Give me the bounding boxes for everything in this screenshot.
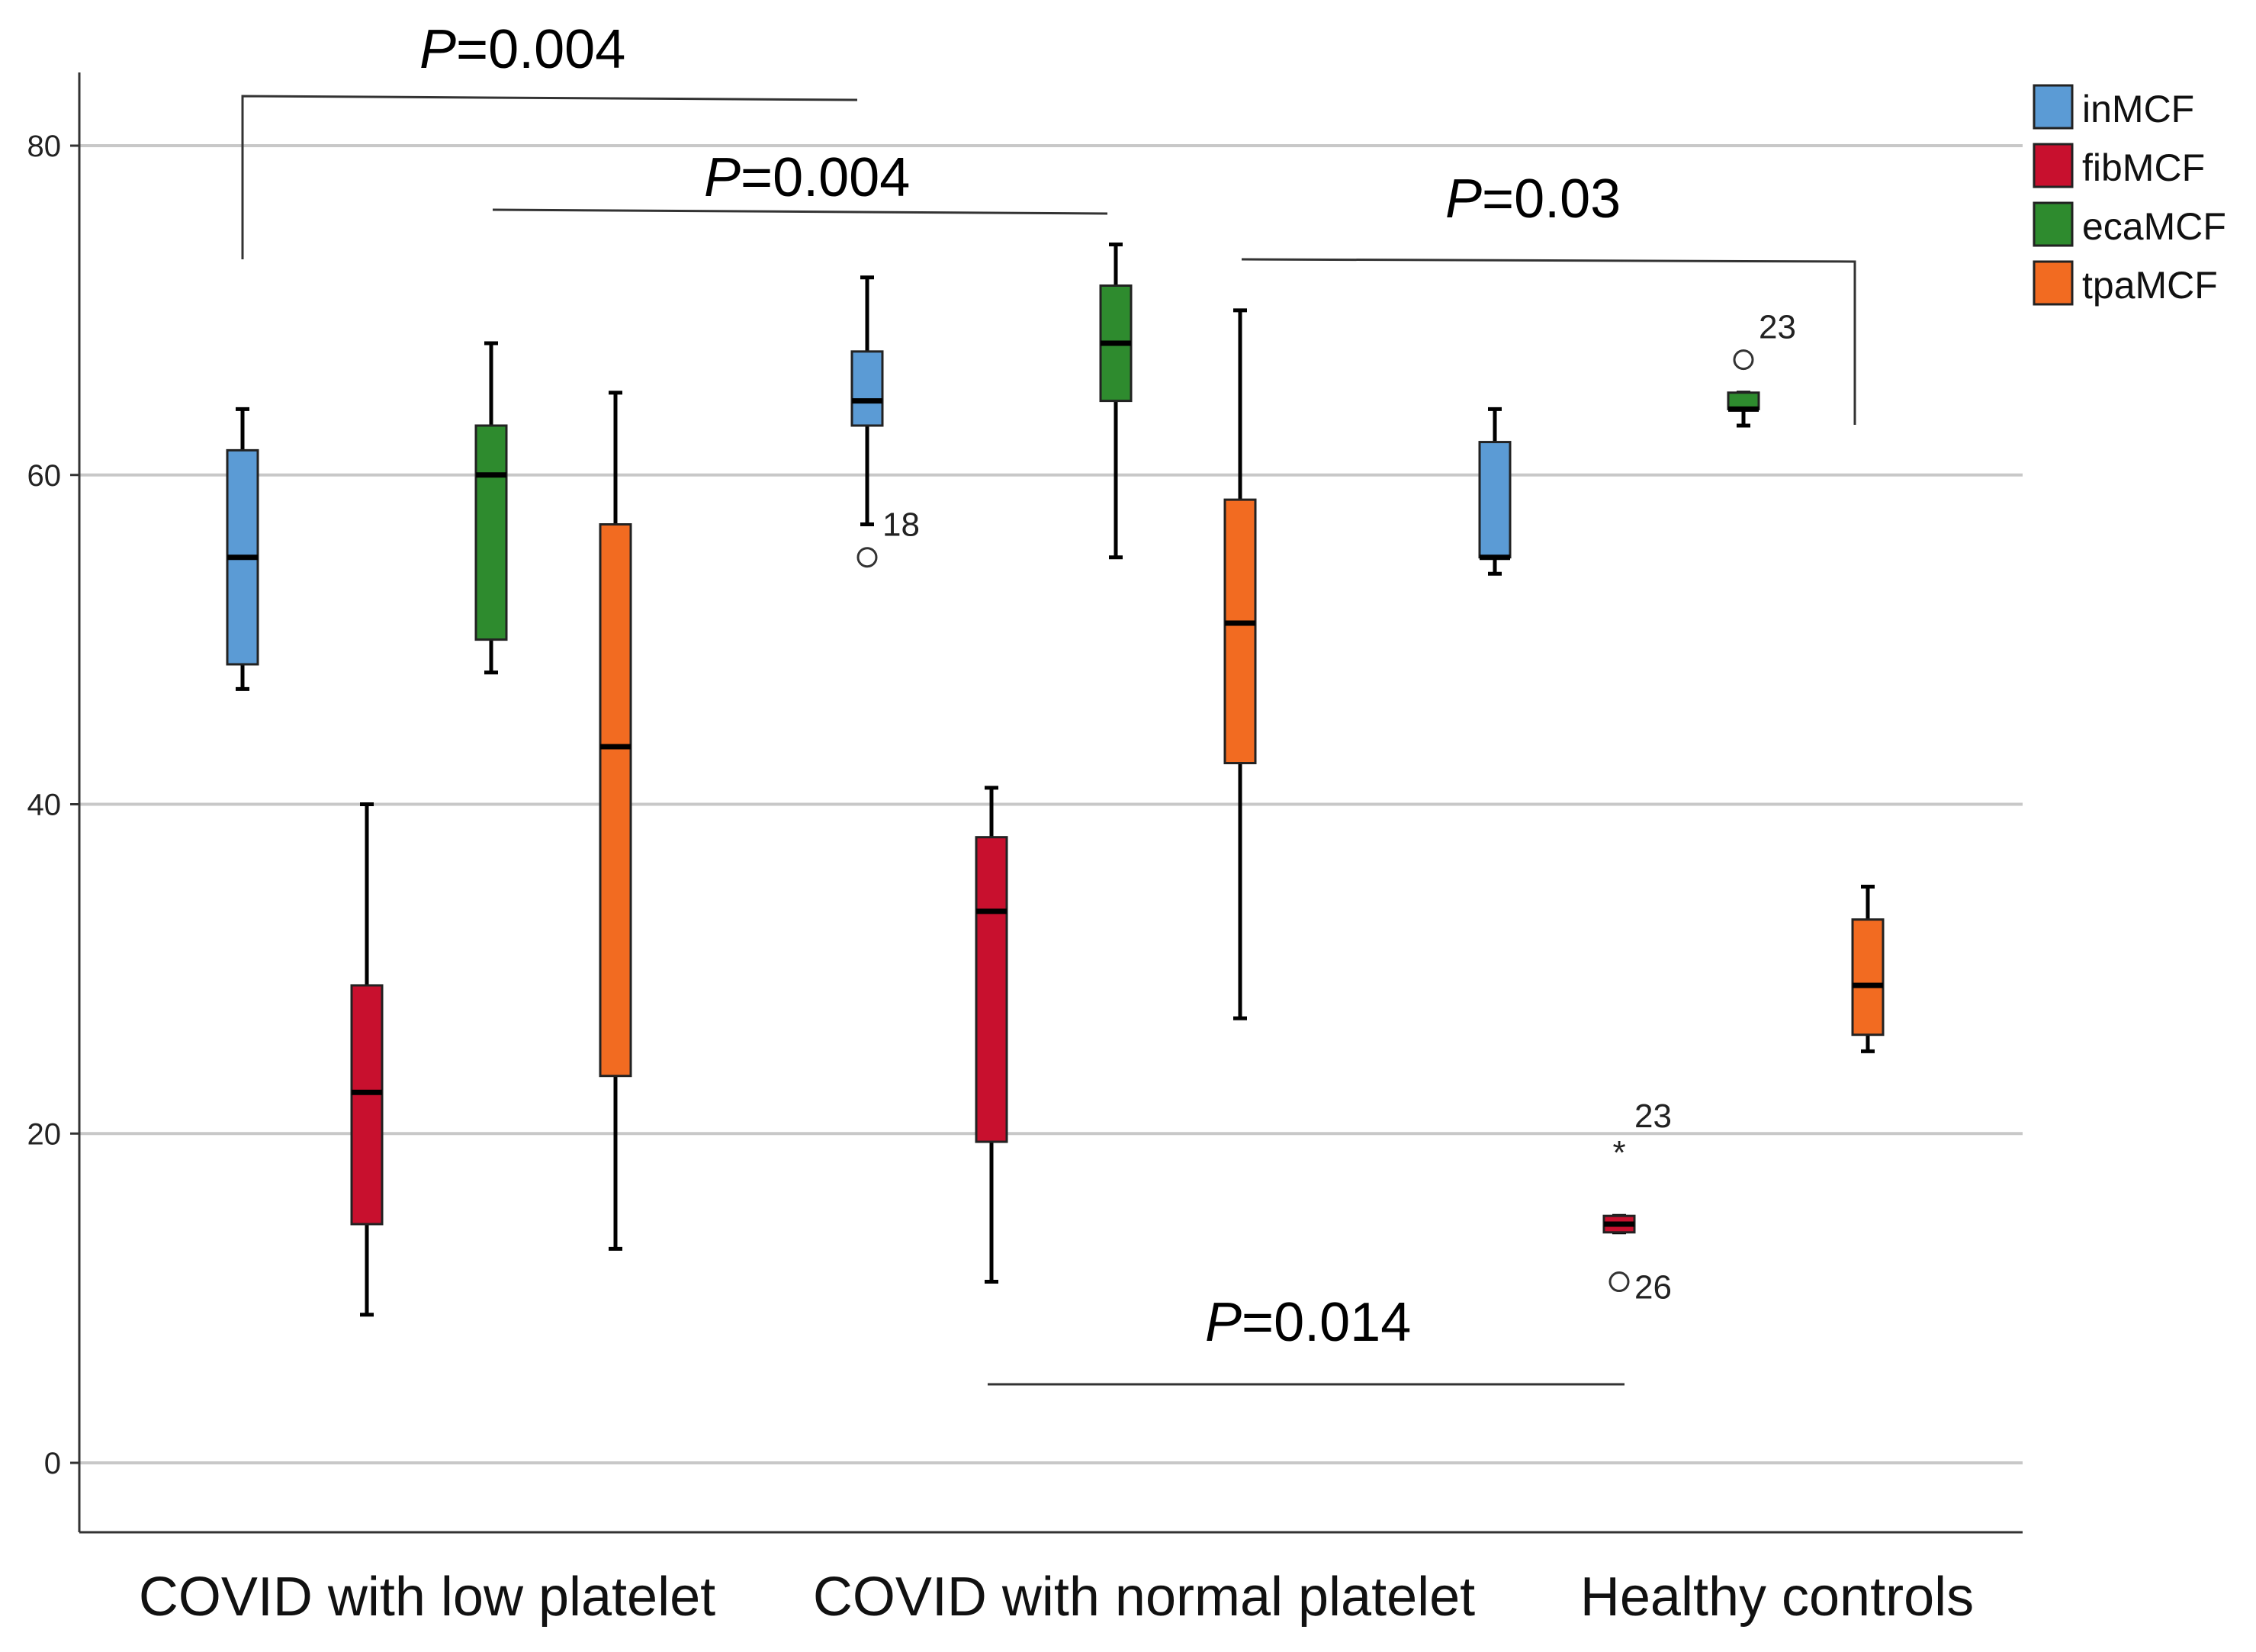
box-tpaMCF-1 (599, 391, 632, 1251)
category-label: COVID with low platelet (139, 1567, 715, 1628)
box-fibMCF-2 (975, 786, 1008, 1284)
box-inMCF-2 (850, 275, 884, 527)
p-symbol: P (419, 19, 456, 80)
significance-bracket-2 (492, 208, 1108, 215)
outlier-2: 23 (1733, 309, 1796, 371)
iqr-box (599, 523, 632, 1078)
y-tick-label: 40 (27, 789, 62, 822)
outlier-circle-marker (856, 547, 878, 568)
gridlines (70, 144, 2023, 1464)
significance-bracket-3 (1241, 258, 1856, 425)
p-value: =0.014 (1242, 1292, 1411, 1353)
outlier-label: 18 (882, 506, 920, 544)
box-ecaMCF-1 (474, 341, 508, 675)
p-symbol: P (1205, 1292, 1242, 1353)
outlier-label: 23 (1634, 1098, 1672, 1135)
legend-swatch (2033, 201, 2074, 247)
y-tick-labels: 0 20 40 60 80 (27, 130, 62, 1480)
legend-item-tpaMCF: tpaMCF (2033, 260, 2218, 307)
box-tpaMCF-2 (1223, 308, 1257, 1020)
outlier-1: 18 (856, 506, 920, 568)
axes (78, 72, 2023, 1534)
p-symbol: P (1445, 169, 1482, 230)
p-value-label-2: P=0.004 (704, 147, 910, 208)
box-inMCF-3 (1478, 407, 1512, 576)
legend-label: inMCF (2082, 88, 2194, 130)
outlier-circle-marker (1733, 349, 1754, 371)
box-tpaMCF-3 (1851, 884, 1885, 1053)
box-fibMCF-3 (1602, 1213, 1636, 1235)
legend-label: tpaMCF (2082, 264, 2218, 307)
p-symbol: P (704, 147, 741, 208)
p-value-label-3: P=0.03 (1445, 169, 1621, 230)
iqr-box (350, 984, 384, 1226)
legend-swatch (2033, 84, 2074, 130)
outlier-star-marker: * (1612, 1134, 1625, 1172)
iqr-box (1478, 441, 1512, 559)
iqr-box (975, 836, 1008, 1143)
legend-swatch (2033, 260, 2074, 306)
p-value: =0.004 (741, 147, 910, 208)
legend-label: ecaMCF (2082, 205, 2226, 248)
outlier-4: 26 (1608, 1269, 1672, 1306)
legend-swatch (2033, 143, 2074, 188)
p-value: =0.004 (456, 19, 625, 80)
category-label: COVID with normal platelet (813, 1567, 1475, 1628)
y-tick-label: 60 (27, 459, 62, 493)
legend-item-fibMCF: fibMCF (2033, 143, 2205, 189)
legend: inMCF fibMCF ecaMCF tpaMCF (2033, 84, 2226, 307)
box-plots (226, 243, 1885, 1317)
iqr-box (474, 424, 508, 641)
iqr-box (1851, 918, 1885, 1037)
box-fibMCF-1 (350, 802, 384, 1317)
box-inMCF-1 (226, 407, 259, 691)
legend-item-inMCF: inMCF (2033, 84, 2194, 130)
iqr-box (1223, 498, 1257, 765)
p-value: =0.03 (1482, 169, 1621, 230)
legend-label: fibMCF (2082, 146, 2205, 189)
box-ecaMCF-3 (1727, 391, 1760, 428)
category-label: Healthy controls (1580, 1567, 1974, 1628)
significance-bracket-1 (241, 95, 858, 259)
box-ecaMCF-2 (1099, 243, 1133, 560)
iqr-box (850, 350, 884, 427)
y-tick-label: 80 (27, 130, 62, 163)
outlier-label: 23 (1759, 309, 1796, 346)
significance-annotations: P=0.004 P=0.004 P=0.03 P=0.014 (241, 19, 1856, 1386)
p-value-label-4: P=0.014 (1205, 1292, 1411, 1353)
outlier-3: *23 (1612, 1098, 1672, 1172)
outlier-circle-marker (1608, 1271, 1630, 1293)
legend-item-ecaMCF: ecaMCF (2033, 201, 2226, 248)
y-tick-label: 20 (27, 1117, 62, 1151)
x-category-labels: COVID with low platelet COVID with norma… (139, 1567, 1974, 1628)
outlier-label: 26 (1634, 1269, 1672, 1306)
p-value-label-1: P=0.004 (419, 19, 625, 80)
y-tick-label: 0 (44, 1447, 61, 1480)
